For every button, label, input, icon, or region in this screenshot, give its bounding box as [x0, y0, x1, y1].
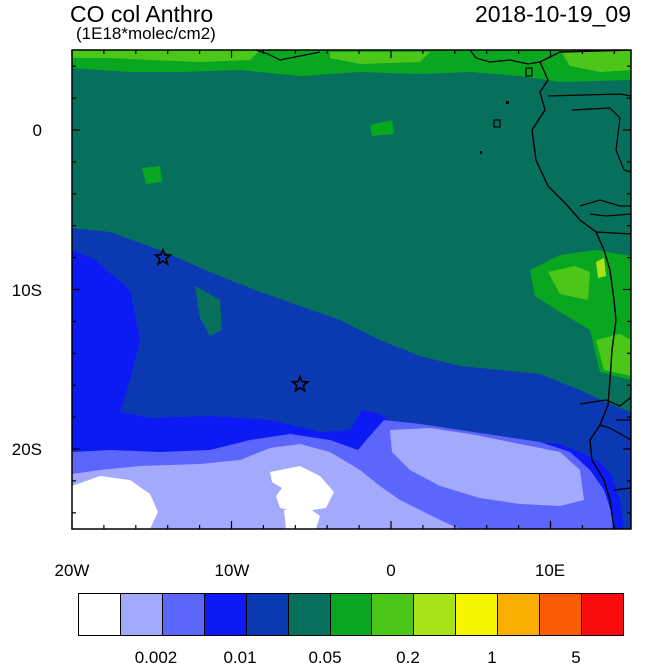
- colorbar-swatch: [330, 594, 373, 635]
- colorbar-label: 0.05: [308, 648, 342, 667]
- x-tick-label-20w: 20W: [54, 561, 90, 580]
- colorbar-swatch: [498, 594, 541, 635]
- y-tick-label-0: 0: [32, 121, 42, 140]
- field-layer: [72, 50, 631, 529]
- colorbar-swatch: [540, 594, 583, 635]
- y-tick-label-10s: 10S: [11, 281, 42, 300]
- colorbar-label: 0.002: [134, 648, 178, 667]
- axis-ticks: [71, 50, 631, 529]
- colorbar-label: 0.2: [396, 648, 420, 667]
- station-star-icon: [153, 247, 173, 266]
- colorbar-swatch: [204, 594, 247, 635]
- map-title: CO col Anthro: [70, 1, 214, 27]
- colorbar: [78, 593, 624, 636]
- units-label: (1E18*molec/cm2): [76, 24, 216, 43]
- y-tick-label-20s: 20S: [11, 440, 42, 459]
- colorbar-swatch: [246, 594, 289, 635]
- x-tick-label-10w: 10W: [214, 561, 250, 580]
- colorbar-swatch: [120, 594, 163, 635]
- colorbar-label: 0.01: [223, 648, 257, 667]
- station-markers: [153, 247, 310, 393]
- colorbar-swatch: [582, 594, 623, 635]
- colorbar-swatch: [414, 594, 457, 635]
- colorbar-swatch: [372, 594, 415, 635]
- colorbar-swatch: [456, 594, 499, 635]
- x-tick-label-10e: 10E: [534, 561, 566, 580]
- colorbar-swatch: [288, 594, 331, 635]
- x-tick-label-0: 0: [386, 561, 396, 580]
- colorbar-swatch: [162, 594, 205, 635]
- datetime-label: 2018-10-19_09: [474, 1, 631, 27]
- station-star-icon: [290, 374, 310, 393]
- colorbar-swatch: [79, 594, 121, 635]
- colorbar-label: 1: [487, 648, 497, 667]
- colorbar-label: 5: [571, 648, 581, 667]
